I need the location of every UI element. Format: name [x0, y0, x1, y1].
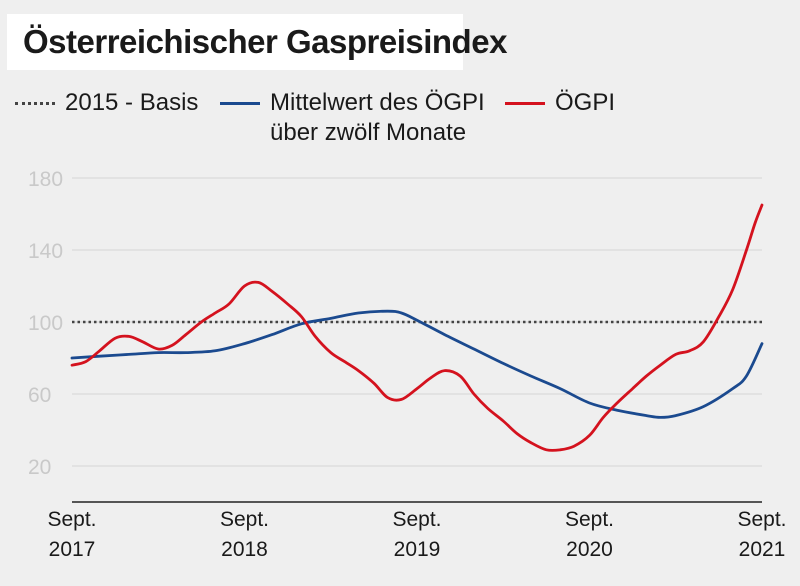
legend-swatch-average [220, 102, 260, 105]
y-tick-label: 60 [28, 384, 51, 407]
legend-label-ogpi: ÖGPI [555, 89, 616, 116]
x-tick-label: Sept. 2017 [47, 508, 96, 561]
y-tick-label: 140 [28, 240, 63, 263]
x-tick-labels: Sept. 2017 Sept. 2018 Sept. 2019 Sept. 2020 Sept… [47, 508, 786, 561]
legend-label-basis: 2015 - Basis [65, 89, 199, 116]
y-tick-label: 100 [28, 312, 63, 335]
gridlines [72, 177, 762, 467]
legend-swatch-basis [15, 102, 55, 105]
x-tick-label: Sept. 2020 [565, 508, 614, 561]
legend-swatch-ogpi [505, 102, 545, 105]
x-tick-label: Sept. 2021 [737, 508, 786, 561]
legend-item-basis: 2015 - Basis [15, 88, 198, 118]
y-tick-label: 20 [28, 456, 51, 479]
legend-item-average: Mittelwert des ÖGPI über zwölf Monate [220, 88, 485, 148]
y-tick-label: 180 [28, 168, 63, 191]
chart-title: Österreichischer Gaspreisindex [23, 23, 507, 60]
legend-label-average: Mittelwert des ÖGPI über zwölf Monate [270, 89, 485, 146]
x-tick-label: Sept. 2019 [392, 508, 441, 561]
y-tick-labels: 20 60 100 140 180 [28, 168, 63, 479]
series-lines [70, 203, 764, 452]
x-tick-label: Sept. 2018 [220, 508, 269, 561]
legend-item-ogpi: ÖGPI [505, 88, 615, 118]
title-box: Österreichischer Gaspreisindex [7, 14, 507, 70]
series-line-ogpi [70, 203, 764, 452]
series-line-average [70, 309, 764, 419]
